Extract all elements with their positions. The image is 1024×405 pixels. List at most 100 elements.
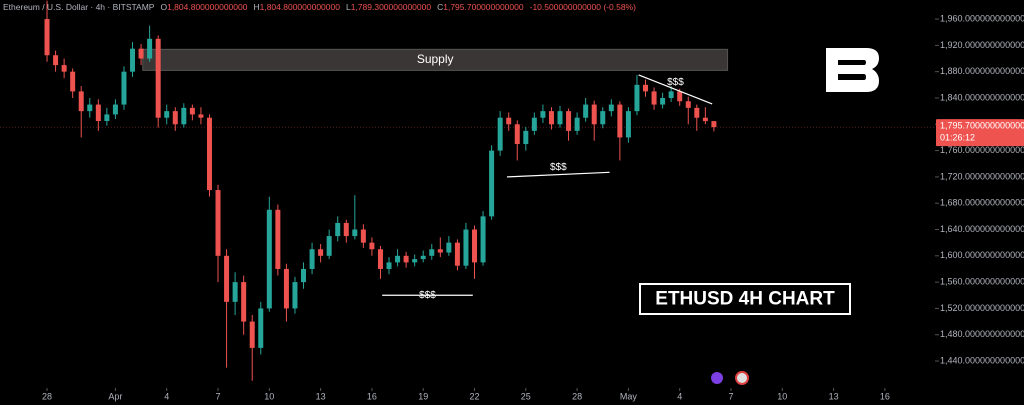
candle-body xyxy=(343,222,349,237)
candle-body xyxy=(540,111,546,118)
candle-body xyxy=(600,111,606,125)
liquidity-line xyxy=(638,74,713,105)
liquidity-label: $$$ xyxy=(419,290,436,301)
x-tick-label: 13 xyxy=(829,391,839,401)
candle-body xyxy=(685,101,691,108)
candle-body xyxy=(694,107,700,118)
ohlc-value: 1,789.300000000000 xyxy=(351,2,432,12)
candle-body xyxy=(429,249,435,256)
candle-body xyxy=(95,104,101,122)
x-tick-label: 13 xyxy=(316,391,326,401)
title-box xyxy=(639,283,851,315)
candle-body xyxy=(651,91,657,105)
candle-body xyxy=(198,114,204,118)
candle-body xyxy=(660,97,666,105)
icon[interactable] xyxy=(735,371,749,385)
logo-shape xyxy=(826,48,879,92)
candle-body xyxy=(523,130,529,145)
candle-body xyxy=(352,229,358,237)
candle-body xyxy=(566,111,572,131)
candle-body xyxy=(463,229,469,266)
candle-body xyxy=(711,121,717,128)
candle-body xyxy=(206,117,212,191)
candle-body xyxy=(172,111,178,125)
x-tick-label: 25 xyxy=(521,391,531,401)
x-tick-label: 16 xyxy=(367,391,377,401)
candle-body xyxy=(583,104,589,118)
ohlc-value: 1,804.800000000000 xyxy=(260,2,341,12)
candle-body xyxy=(283,268,289,309)
candle-body xyxy=(557,111,563,125)
y-tick-label: 1,480.000000000000 xyxy=(940,329,1024,339)
candle-body xyxy=(403,255,409,263)
candle-body xyxy=(702,117,708,122)
y-tick-label: 1,880.000000000000 xyxy=(940,66,1024,76)
x-tick-label: 10 xyxy=(777,391,787,401)
candle-body xyxy=(232,282,238,302)
candle-body xyxy=(275,209,281,269)
candle-body xyxy=(181,107,187,125)
candle-body xyxy=(369,242,375,250)
candle-body xyxy=(360,229,366,243)
candle-body xyxy=(164,111,170,118)
candle-body xyxy=(472,229,478,263)
candle-body xyxy=(395,255,401,263)
y-tick-label: 1,840.000000000000 xyxy=(940,92,1024,102)
liquidity-label: $$$ xyxy=(550,162,567,173)
candle-body xyxy=(608,104,614,112)
candle-body xyxy=(677,91,683,102)
ohlc-key: L xyxy=(346,2,351,12)
candle-body xyxy=(121,71,127,105)
candle-body xyxy=(155,38,161,118)
candle-body xyxy=(420,255,426,260)
x-tick-label: 22 xyxy=(470,391,480,401)
candle-body xyxy=(70,71,76,92)
candle-body xyxy=(531,117,537,131)
candle-body xyxy=(249,321,255,348)
candle-body xyxy=(266,209,272,309)
candle-body xyxy=(377,249,383,269)
y-tick-label: 1,640.000000000000 xyxy=(940,224,1024,234)
ohlc: O1,804.800000000000 H1,804.800000000000 L1… xyxy=(160,2,523,12)
candle-body xyxy=(489,150,495,217)
candle-body xyxy=(44,19,50,56)
plot-area: Supply $$$ $$$ $$$ xyxy=(0,0,935,381)
candle-body xyxy=(258,308,264,348)
candle-body xyxy=(480,216,486,263)
y-tick-label: 1,960.000000000000 xyxy=(940,13,1024,23)
candle-body xyxy=(112,104,118,115)
countdown: 01:26:12 xyxy=(940,132,975,142)
x-tick-label: 28 xyxy=(42,391,52,401)
candle-body xyxy=(53,55,59,66)
candle-body xyxy=(215,190,221,256)
candle-body xyxy=(309,249,315,269)
candle-body xyxy=(104,114,110,122)
candle-body xyxy=(548,111,554,125)
x-tick-label: 4 xyxy=(164,391,169,401)
candle-body xyxy=(574,117,580,131)
candle-body xyxy=(625,111,631,138)
chart-title: ETHUSD 4H CHART xyxy=(655,289,835,310)
change: -10.500000000000 (-0.58%) xyxy=(530,2,636,12)
x-tick-label: 10 xyxy=(264,391,274,401)
x-tick-label: May xyxy=(620,391,638,401)
candle-body xyxy=(514,124,520,145)
candle-body xyxy=(292,282,298,309)
candle-body xyxy=(668,91,674,98)
y-tick-label: 1,920.000000000000 xyxy=(940,40,1024,50)
liquidity-label: $$$ xyxy=(667,77,684,88)
supply-zone xyxy=(142,48,729,71)
icon[interactable] xyxy=(711,372,723,384)
ohlc-key: H xyxy=(253,2,259,12)
x-tick-label: 4 xyxy=(677,391,682,401)
x-tick-label: 16 xyxy=(880,391,890,401)
ohlc-value: 1,804.800000000000 xyxy=(167,2,248,12)
candle-body xyxy=(506,117,512,125)
candle-body xyxy=(446,242,452,253)
price-label: 1,795.700000000000 xyxy=(940,120,1024,130)
candle-body xyxy=(241,282,247,322)
candle-body xyxy=(318,249,324,256)
candle-body xyxy=(643,84,649,92)
y-tick-label: 1,680.000000000000 xyxy=(940,198,1024,208)
candle-body xyxy=(617,104,623,138)
